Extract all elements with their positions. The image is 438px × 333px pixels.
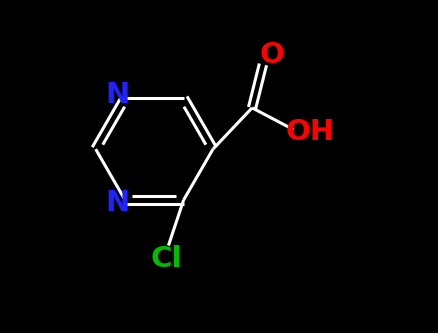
Text: O: O <box>258 41 283 69</box>
Text: OH: OH <box>285 118 334 146</box>
Text: N: N <box>105 189 129 217</box>
Text: Cl: Cl <box>150 244 182 273</box>
Text: N: N <box>105 81 129 109</box>
